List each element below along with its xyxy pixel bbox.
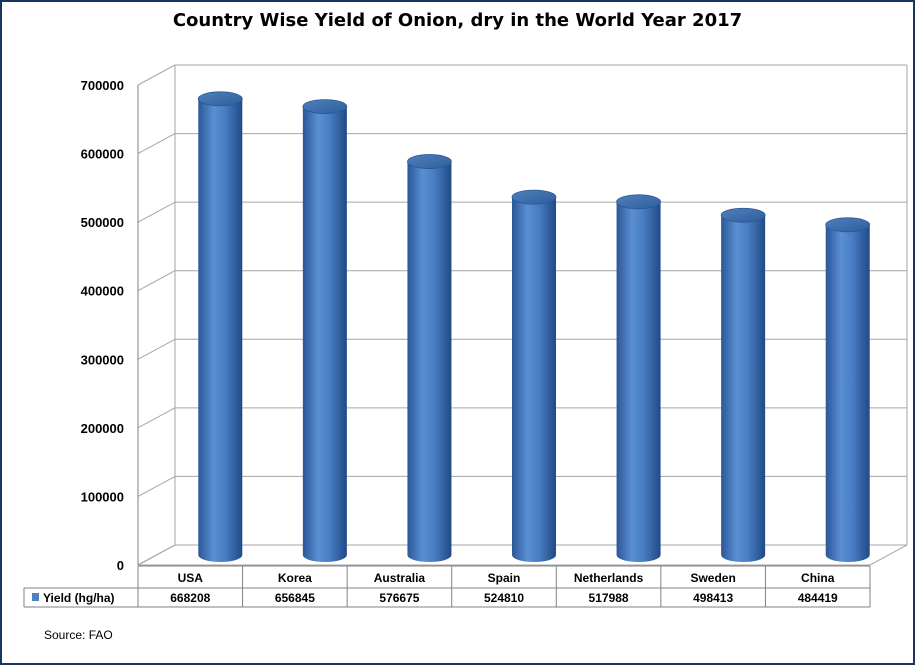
legend-key: [32, 593, 39, 601]
data-label: 576675: [379, 591, 419, 605]
bar-top: [720, 207, 766, 223]
y-tick-label: 100000: [81, 489, 124, 504]
y-tick-label: 700000: [81, 78, 124, 93]
gridline-depth: [137, 338, 176, 360]
bar-body: [721, 215, 766, 563]
data-label: 498413: [693, 591, 733, 605]
y-tick-label: 200000: [81, 421, 124, 436]
data-label: 656845: [275, 591, 315, 605]
chart-title: Country Wise Yield of Onion, dry in the …: [172, 10, 743, 31]
bar: [511, 189, 557, 562]
bar: [302, 99, 348, 563]
bar: [720, 207, 766, 563]
data-label: 517988: [589, 591, 629, 605]
data-label: 668208: [170, 591, 210, 605]
bar-body: [302, 106, 347, 563]
bar-top: [825, 217, 871, 233]
bar-body: [825, 224, 870, 563]
x-tick-label: Sweden: [690, 571, 735, 585]
x-tick-label: China: [801, 571, 835, 585]
gridline-depth: [137, 64, 176, 86]
bar-body: [198, 98, 243, 563]
x-tick-label: Netherlands: [574, 571, 644, 585]
y-tick-label: 0: [117, 558, 124, 573]
y-tick-label: 500000: [81, 215, 124, 230]
gridline-depth: [137, 407, 176, 429]
x-tick-label: USA: [178, 571, 204, 585]
y-tick-label: 400000: [81, 284, 124, 299]
bar-top: [302, 99, 348, 114]
bar-body: [407, 161, 452, 563]
data-label: 524810: [484, 591, 524, 605]
bar: [825, 217, 871, 563]
bar-top: [616, 194, 661, 210]
legend-label: Yield (hg/ha): [43, 591, 115, 605]
y-tick-label: 300000: [81, 352, 124, 367]
bar: [197, 91, 243, 563]
y-tick-label: 600000: [81, 147, 124, 162]
x-tick-label: Australia: [374, 571, 426, 585]
bar: [616, 194, 661, 563]
bar-top: [197, 91, 243, 107]
gridline-depth: [137, 475, 176, 497]
bar-top: [407, 154, 452, 169]
bar-top: [511, 189, 557, 205]
gridline-depth: [137, 201, 176, 223]
bar-body: [616, 201, 661, 563]
gridline-depth: [137, 270, 176, 292]
source-note: Source: FAO: [44, 628, 113, 642]
data-label: 484419: [798, 591, 838, 605]
x-tick-label: Spain: [488, 571, 521, 585]
bar: [407, 154, 452, 563]
gridline-depth: [137, 133, 176, 155]
gridline-depth: [137, 544, 176, 566]
bar-body: [512, 197, 556, 562]
x-tick-label: Korea: [278, 571, 312, 585]
